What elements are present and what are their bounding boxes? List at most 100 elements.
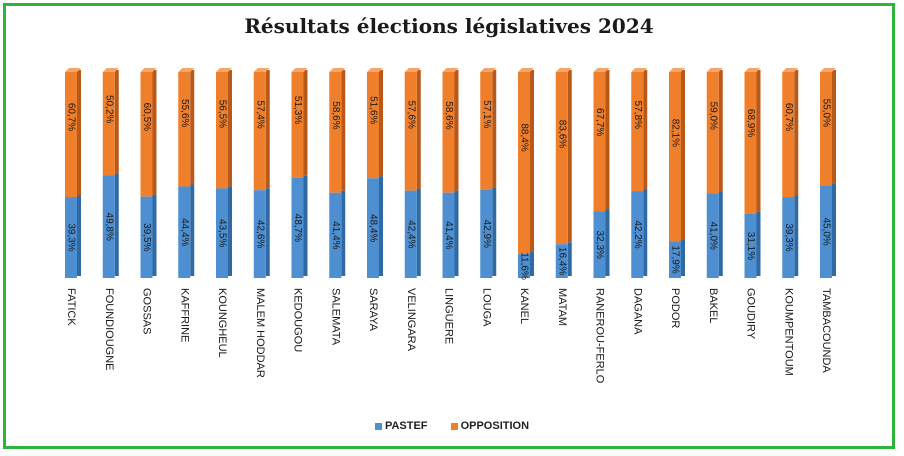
category-label: RANEROU-FERLO: [594, 288, 606, 384]
bar-opposition-side: [265, 70, 270, 189]
bar-top-face: [216, 68, 232, 72]
bar-opposition-side: [228, 70, 232, 187]
bar-opposition-side: [303, 70, 308, 176]
bar-pastef: [631, 191, 644, 278]
bar-pastef-side: [303, 175, 308, 276]
bar-opposition-side: [77, 70, 81, 196]
bar-opposition: [518, 72, 530, 255]
bar-opposition-side: [832, 70, 836, 184]
data-label-opposition: 57,1%: [481, 100, 492, 128]
bar-opposition: [820, 72, 832, 186]
chart-title: Résultats élections législatives 2024: [244, 14, 654, 38]
bar-pastef-side: [832, 183, 836, 276]
bar-pastef: [404, 190, 417, 278]
data-label-opposition: 56,5%: [217, 100, 228, 128]
bar-pastef-side: [190, 184, 195, 276]
data-label-opposition: 50,2%: [103, 95, 114, 123]
bar-top-face: [253, 68, 270, 72]
category-label: KEDOUGOU: [292, 288, 304, 352]
bar-opposition-side: [718, 70, 723, 192]
bar-opposition-side: [190, 70, 195, 185]
data-label-pastef: 44,4%: [179, 218, 190, 246]
bar-opposition-side: [416, 70, 421, 189]
data-label-pastef: 42,4%: [405, 220, 416, 248]
category-label: SALEMATA: [329, 288, 341, 346]
bar-opposition: [253, 72, 266, 191]
data-label-pastef: 49,8%: [103, 213, 114, 241]
bar-pastef: [253, 190, 266, 278]
data-label-pastef: 16,4%: [556, 247, 567, 275]
bar-opposition-side: [756, 70, 761, 212]
bar-pastef: [102, 175, 115, 278]
legend-label-opposition: OPPOSITION: [460, 420, 530, 432]
bar-opposition: [102, 72, 115, 176]
data-label-opposition: 57,8%: [632, 101, 643, 129]
bar-pastef-side: [341, 190, 346, 276]
bar-top-face: [782, 68, 799, 72]
bar-opposition-side: [530, 70, 534, 253]
bar-pastef: [291, 177, 304, 278]
bar-pastef-side: [794, 195, 799, 276]
bar-pastef: [216, 188, 228, 278]
bar-pastef: [442, 192, 455, 278]
bar-opposition: [216, 72, 228, 189]
bar-pastef-side: [605, 209, 610, 276]
data-label-pastef: 39,3%: [783, 223, 794, 251]
bar-pastef: [518, 254, 530, 278]
bar-top-face: [518, 68, 534, 72]
bar-top-face: [442, 68, 459, 72]
category-label: DAGANA: [631, 288, 643, 335]
bar-top-face: [706, 68, 723, 72]
data-label-pastef: 45,0%: [821, 217, 832, 245]
bar-opposition: [782, 72, 795, 198]
bar-top-face: [631, 68, 648, 72]
category-label: MATAM: [556, 288, 568, 326]
data-label-pastef: 41,0%: [707, 222, 718, 250]
bar-top-face: [744, 68, 761, 72]
data-label-pastef: 43,5%: [217, 219, 228, 247]
bar-opposition: [291, 72, 304, 178]
data-label-opposition: 59,0%: [707, 102, 718, 130]
data-label-opposition: 60,7%: [66, 103, 77, 131]
data-label-pastef: 48,4%: [368, 214, 379, 242]
data-label-pastef: 41,4%: [330, 221, 341, 249]
bar-opposition-side: [152, 70, 157, 195]
data-label-opposition: 51,6%: [368, 96, 379, 124]
bar-opposition: [404, 72, 417, 191]
bar-pastef: [820, 185, 832, 278]
data-label-opposition: 51,3%: [292, 96, 303, 124]
bar-pastef: [555, 244, 568, 278]
data-label-opposition: 55,6%: [179, 99, 190, 127]
bar-pastef-side: [379, 176, 383, 276]
data-label-opposition: 60,7%: [783, 103, 794, 131]
bar-pastef-side: [416, 188, 421, 276]
data-label-pastef: 42,6%: [254, 220, 265, 248]
legend-item-pastef: PASTEF: [374, 420, 428, 432]
bar-pastef-side: [643, 189, 648, 276]
bar-opposition: [631, 72, 644, 192]
bar-opposition: [329, 72, 342, 193]
bar-pastef: [782, 197, 795, 278]
data-label-opposition: 58,6%: [443, 101, 454, 129]
bar-opposition: [744, 72, 757, 214]
category-label: VELINGARA: [405, 288, 417, 352]
bar-pastef: [744, 213, 757, 278]
category-label: BAKEL: [707, 288, 719, 323]
data-label-opposition: 55,0%: [821, 99, 832, 127]
data-label-opposition: 57,4%: [254, 100, 265, 128]
chart-legend: PASTEF OPPOSITION: [0, 420, 904, 432]
bar-pastef-side: [77, 195, 81, 276]
bar-opposition: [706, 72, 719, 194]
bar-top-face: [291, 68, 308, 72]
bar-pastef-side: [718, 191, 723, 276]
bar-pastef: [367, 178, 379, 278]
bar-pastef-side: [756, 211, 761, 276]
data-label-pastef: 42,9%: [481, 220, 492, 248]
category-label: GOUDIRY: [745, 288, 757, 340]
bar-opposition: [555, 72, 568, 245]
category-label: FATICK: [65, 288, 77, 326]
bar-pastef: [669, 241, 681, 278]
bar-opposition-side: [114, 70, 119, 174]
bar-pastef-side: [454, 190, 459, 276]
data-label-opposition: 67,7%: [594, 108, 605, 136]
